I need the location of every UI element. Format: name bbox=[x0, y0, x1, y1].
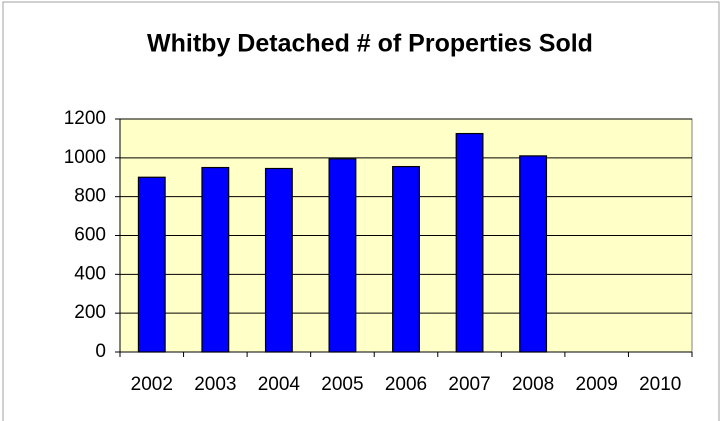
bar bbox=[455, 132, 484, 353]
bar bbox=[328, 158, 357, 353]
bar bbox=[264, 167, 293, 353]
y-tick-label: 400 bbox=[74, 263, 106, 284]
x-tick-label: 2002 bbox=[131, 374, 173, 395]
y-tick-label: 600 bbox=[74, 225, 106, 246]
x-tick-label: 2005 bbox=[321, 374, 363, 395]
y-tick-label: 0 bbox=[95, 341, 106, 362]
y-tick-label: 1000 bbox=[64, 147, 106, 168]
x-tick-label: 2010 bbox=[639, 374, 681, 395]
x-tick-label: 2003 bbox=[194, 374, 236, 395]
y-tick-label: 1200 bbox=[64, 108, 106, 129]
y-tick-label: 200 bbox=[74, 302, 106, 323]
bar bbox=[392, 165, 420, 353]
x-tick-label: 2006 bbox=[385, 374, 427, 395]
x-tick-label: 2009 bbox=[576, 374, 618, 395]
bar bbox=[201, 166, 230, 353]
x-tick-label: 2008 bbox=[512, 374, 554, 395]
chart-title: Whitby Detached # of Properties Sold bbox=[147, 30, 593, 58]
bar bbox=[519, 155, 548, 353]
y-tick-label: 800 bbox=[74, 186, 106, 207]
x-tick-label: 2007 bbox=[448, 374, 490, 395]
x-tick-label: 2004 bbox=[258, 374, 301, 395]
bar bbox=[137, 176, 166, 353]
